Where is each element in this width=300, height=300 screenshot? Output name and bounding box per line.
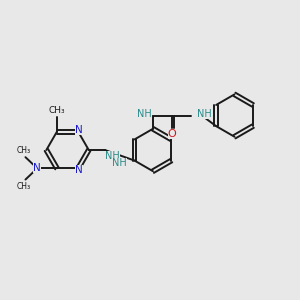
Text: CH₃: CH₃ [17,182,31,190]
Text: NH: NH [196,109,211,119]
Text: NH: NH [137,109,152,119]
Text: N: N [33,164,41,173]
Text: CH₃: CH₃ [49,106,65,115]
Text: O: O [168,129,176,139]
Text: NH: NH [105,152,120,161]
Text: N: N [75,125,82,136]
Text: N: N [75,164,82,175]
Text: NH: NH [112,158,127,168]
Text: CH₃: CH₃ [17,146,31,155]
